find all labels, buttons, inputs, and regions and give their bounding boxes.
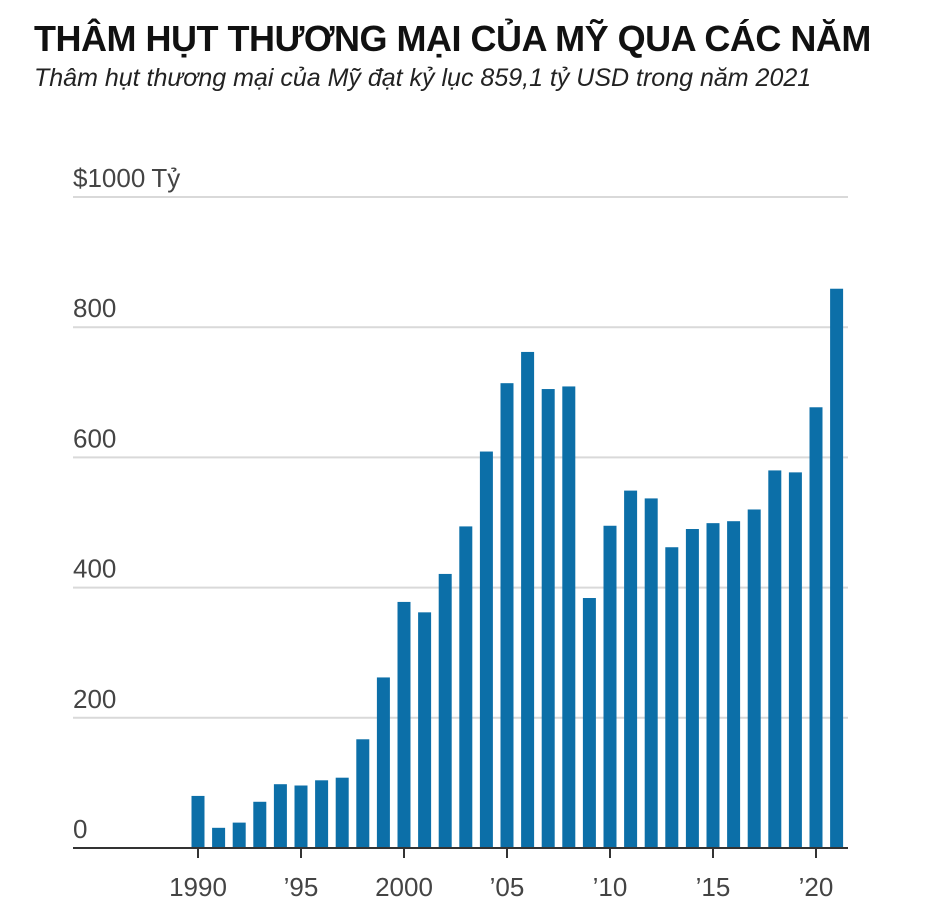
y-unit-label: Tỷ: [151, 163, 180, 193]
bar: [273, 784, 287, 848]
bar: [376, 677, 390, 848]
y-tick-label: 400: [73, 554, 116, 584]
bar: [830, 288, 844, 848]
y-tick-label: 0: [73, 814, 87, 844]
bar: [562, 386, 576, 848]
bar: [582, 598, 596, 848]
bar: [624, 490, 638, 848]
bar: [212, 827, 226, 848]
bar: [397, 601, 411, 848]
bar: [809, 407, 823, 848]
bar: [479, 451, 493, 848]
y-tick-label: 600: [73, 423, 116, 453]
bar: [459, 526, 473, 848]
bar: [521, 351, 535, 848]
bar: [603, 525, 617, 848]
y-tick-label: 200: [73, 684, 116, 714]
x-tick-label: ’95: [284, 872, 319, 902]
bar: [644, 498, 658, 848]
bar: [191, 795, 205, 848]
y-tick-label: 800: [73, 293, 116, 323]
x-tick-label: 2000: [375, 872, 433, 902]
bar: [727, 521, 741, 848]
chart-subtitle: Thâm hụt thương mại của Mỹ đạt kỷ lục 85…: [34, 64, 812, 92]
y-tick-label: $1000: [73, 163, 145, 193]
bar: [294, 785, 308, 848]
bar: [500, 383, 514, 848]
x-tick-label: ’20: [799, 872, 834, 902]
bar: [232, 822, 246, 848]
bar: [788, 472, 802, 848]
bar: [315, 780, 329, 848]
bar: [747, 509, 761, 848]
bar: [665, 547, 679, 848]
bar: [253, 801, 267, 848]
x-tick-label: ’05: [490, 872, 525, 902]
bar: [685, 529, 699, 848]
bar: [438, 573, 452, 848]
bar: [335, 777, 349, 848]
x-tick-label: ’15: [696, 872, 731, 902]
bar: [356, 739, 370, 848]
bar: [706, 523, 720, 848]
chart-title: THÂM HỤT THƯƠNG MẠI CỦA MỸ QUA CÁC NĂM: [34, 18, 871, 59]
bar: [418, 612, 432, 848]
bar: [768, 470, 782, 848]
x-tick-label: 1990: [169, 872, 227, 902]
x-tick-label: ’10: [593, 872, 628, 902]
bar: [541, 389, 555, 848]
